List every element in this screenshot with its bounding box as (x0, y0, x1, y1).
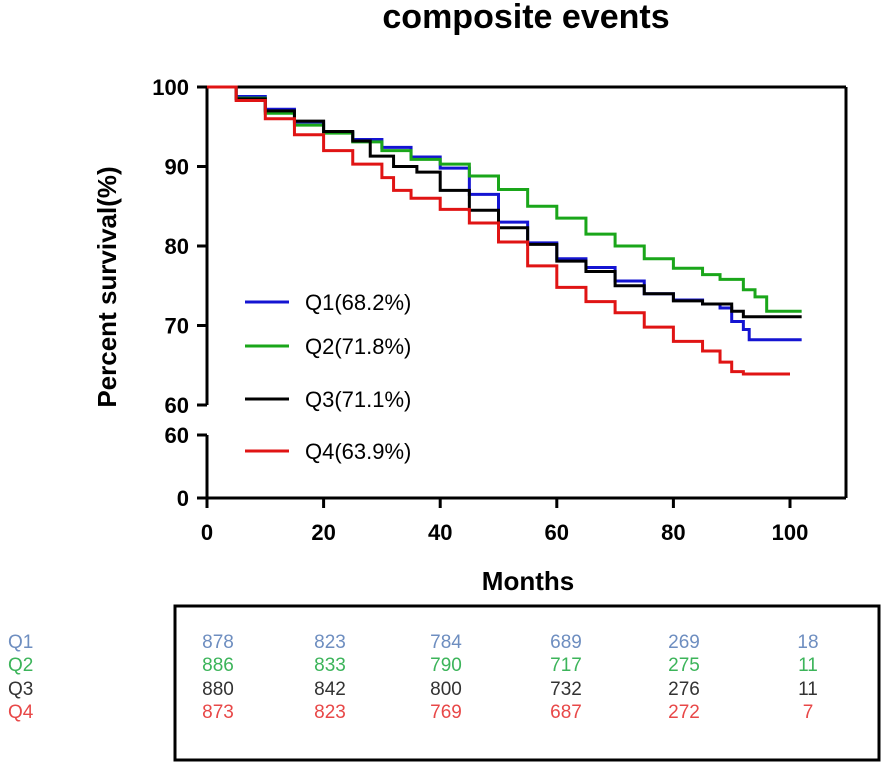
risk-cell: 833 (314, 655, 346, 676)
y-tick-label: 0 (177, 486, 189, 511)
risk-cell: 878 (202, 632, 234, 653)
risk-cell: 11 (798, 655, 818, 676)
risk-cell: 784 (430, 632, 462, 653)
risk-cell: 769 (430, 702, 462, 723)
risk-cell: 823 (314, 702, 346, 723)
risk-row-label: Q3 (8, 679, 33, 700)
risk-cell: 269 (668, 632, 700, 653)
legend-label: Q3(71.1%) (305, 387, 411, 412)
risk-cell: 790 (430, 655, 462, 676)
risk-cell: 842 (314, 679, 346, 700)
risk-cell: 276 (668, 679, 700, 700)
risk-cell: 275 (668, 655, 700, 676)
x-tick-label: 40 (428, 520, 452, 545)
x-tick-label: 20 (311, 520, 335, 545)
y-tick-label: 80 (165, 234, 189, 259)
y-axis-label: Percent survival(%) (92, 166, 122, 407)
risk-cell: 823 (314, 632, 346, 653)
risk-cell: 18 (797, 632, 818, 653)
risk-table-box (173, 604, 881, 762)
risk-cell: 272 (668, 702, 700, 723)
legend-label: Q4(63.9%) (305, 439, 411, 464)
y-tick-label: 60 (165, 423, 189, 448)
y-tick-label: 60 (165, 393, 189, 418)
risk-cell: 732 (550, 679, 582, 700)
legend-label: Q2(71.8%) (305, 334, 411, 359)
legend-label: Q1(68.2%) (305, 290, 411, 315)
y-tick-label: 70 (165, 314, 189, 339)
risk-row-label: Q1 (8, 632, 33, 653)
survival-curve (207, 85, 790, 376)
x-tick-label: 60 (545, 520, 569, 545)
risk-cell: 800 (430, 679, 462, 700)
x-axis-label: Months (482, 566, 574, 596)
risk-cell: 880 (202, 679, 234, 700)
risk-cell: 717 (550, 655, 582, 676)
risk-row-label: Q4 (8, 702, 34, 723)
x-tick-label: 100 (772, 520, 809, 545)
y-tick-label: 90 (165, 155, 189, 180)
chart-title: composite events (382, 0, 669, 36)
x-tick-label: 80 (661, 520, 685, 545)
survival-curve (207, 85, 802, 319)
risk-cell: 11 (798, 679, 818, 700)
risk-cell: 7 (803, 702, 814, 723)
x-tick-label: 0 (201, 520, 213, 545)
risk-cell: 689 (550, 632, 582, 653)
risk-cell: 873 (202, 702, 234, 723)
risk-cell: 687 (550, 702, 582, 723)
y-tick-label: 100 (152, 75, 189, 100)
risk-cell: 886 (202, 655, 234, 676)
risk-row-label: Q2 (8, 655, 33, 676)
